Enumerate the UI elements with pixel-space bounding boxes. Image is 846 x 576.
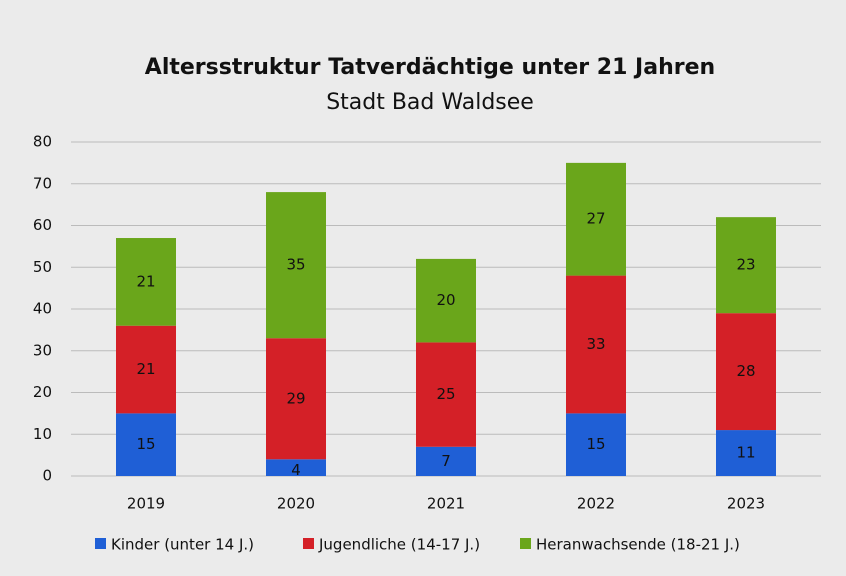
data-label: 21 bbox=[136, 272, 155, 290]
legend-label: Jugendliche (14-17 J.) bbox=[318, 536, 480, 554]
y-tick-label: 80 bbox=[33, 133, 52, 151]
data-label: 21 bbox=[136, 360, 155, 378]
bar-segment bbox=[266, 192, 326, 339]
x-tick-label: 2023 bbox=[727, 495, 765, 513]
chart-title: Altersstruktur Tatverdächtige unter 21 J… bbox=[145, 55, 715, 80]
bar-segment bbox=[266, 459, 326, 476]
y-tick-label: 30 bbox=[33, 341, 52, 359]
data-label: 15 bbox=[136, 435, 155, 453]
data-label: 27 bbox=[586, 210, 605, 228]
x-tick-label: 2020 bbox=[277, 495, 315, 513]
bar-segment bbox=[416, 446, 476, 476]
bar-segment bbox=[416, 258, 476, 343]
bar-segment bbox=[266, 338, 326, 460]
y-tick-label: 10 bbox=[33, 425, 52, 443]
data-label: 20 bbox=[436, 291, 455, 309]
data-label: 4 bbox=[291, 461, 301, 479]
bar-segment bbox=[566, 275, 626, 414]
bar-segment bbox=[566, 413, 626, 476]
x-tick-label: 2019 bbox=[127, 495, 165, 513]
x-tick-label: 2021 bbox=[427, 495, 465, 513]
chart-subtitle: Stadt Bad Waldsee bbox=[326, 90, 534, 115]
data-label: 23 bbox=[736, 256, 755, 274]
data-label: 29 bbox=[286, 389, 305, 407]
y-tick-label: 70 bbox=[33, 174, 52, 192]
data-label: 25 bbox=[436, 385, 455, 403]
legend-label: Kinder (unter 14 J.) bbox=[111, 536, 254, 554]
data-label: 28 bbox=[736, 362, 755, 380]
bar-segment bbox=[116, 413, 176, 476]
y-tick-label: 60 bbox=[33, 216, 52, 234]
legend-swatch bbox=[303, 538, 314, 549]
data-label: 11 bbox=[736, 444, 755, 462]
bar-segment bbox=[716, 430, 776, 476]
legend-swatch bbox=[95, 538, 106, 549]
bar-segment bbox=[716, 313, 776, 431]
data-label: 35 bbox=[286, 256, 305, 274]
data-label: 33 bbox=[586, 335, 605, 353]
data-label: 7 bbox=[441, 452, 451, 470]
y-tick-label: 40 bbox=[33, 300, 52, 318]
legend-swatch bbox=[520, 538, 531, 549]
bar-segment bbox=[116, 325, 176, 414]
legend-label: Heranwachsende (18-21 J.) bbox=[536, 536, 740, 554]
y-tick-label: 20 bbox=[33, 383, 52, 401]
bar-segment bbox=[416, 342, 476, 447]
bar-segment bbox=[116, 238, 176, 326]
y-tick-label: 0 bbox=[42, 467, 52, 485]
data-label: 15 bbox=[586, 435, 605, 453]
bar-segment bbox=[566, 162, 626, 276]
bar-segment bbox=[716, 217, 776, 314]
y-tick-label: 50 bbox=[33, 258, 52, 276]
x-tick-label: 2022 bbox=[577, 495, 615, 513]
